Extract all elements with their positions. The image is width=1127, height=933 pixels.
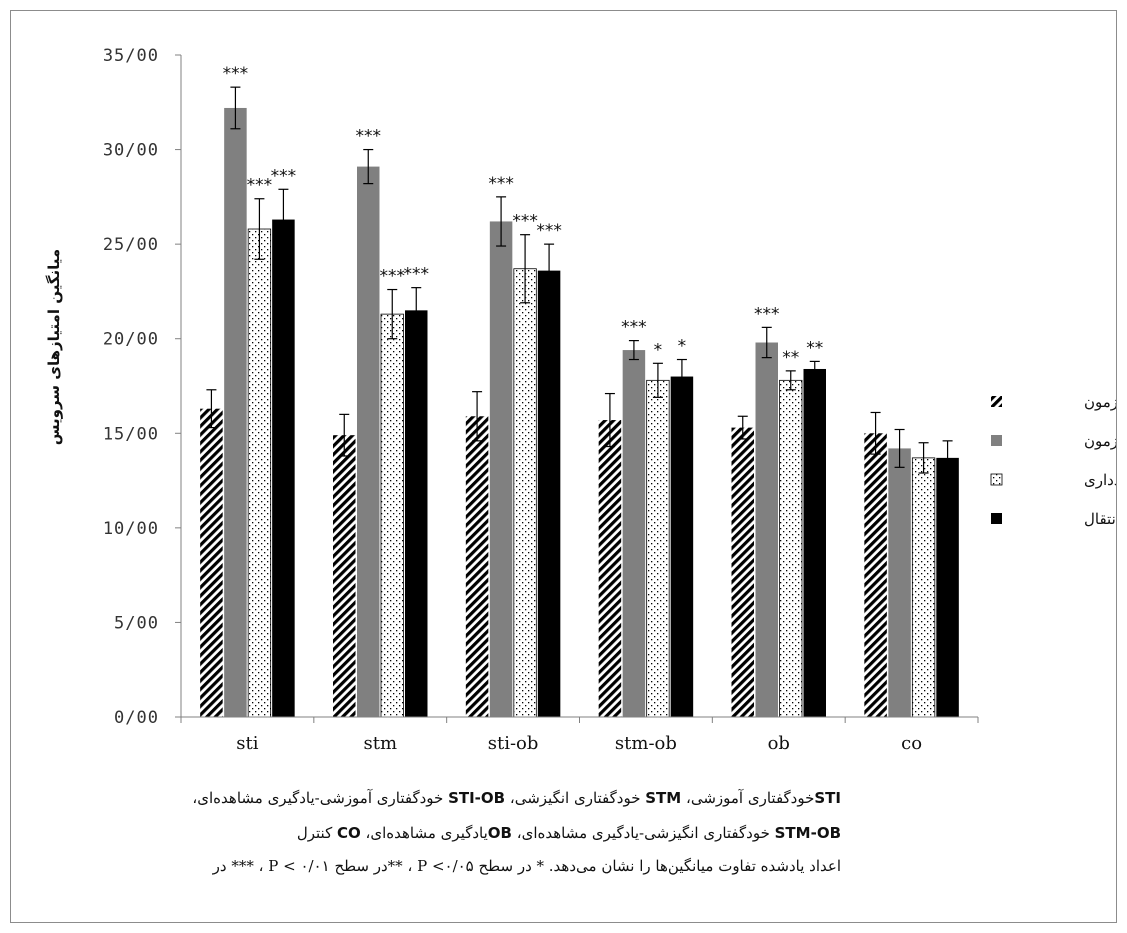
significance-label: *** — [512, 212, 538, 232]
caption-def-sti: خودگفتاری آموزشی، — [681, 789, 815, 807]
bar — [670, 376, 694, 717]
bar — [489, 221, 513, 717]
bar — [888, 448, 911, 717]
bar — [622, 350, 646, 717]
bar — [405, 310, 428, 717]
bar — [646, 379, 670, 718]
x-tick-label: co — [901, 733, 922, 754]
figure-frame: 0/00 5/00 10/00 15/00 20/00 25/00 30/00 35/00 *… — [10, 10, 1117, 923]
significance-label: ** — [782, 348, 799, 368]
bar-chart: 0/00 5/00 10/00 15/00 20/00 25/00 30/00 35/00 *… — [45, 46, 1116, 754]
bar — [380, 313, 404, 718]
legend-label: پس آزمون — [1084, 432, 1116, 450]
caption-def-stm-ob: خودگفتاری انگیزشی-یادگیری مشاهده‌ای، — [511, 824, 775, 842]
bar — [731, 427, 754, 717]
significance-label: *** — [536, 221, 562, 241]
y-tick-label: 10/00 — [103, 519, 159, 539]
bar-series-group — [200, 107, 959, 718]
bar — [803, 368, 826, 717]
x-tick-label: sti-ob — [488, 733, 539, 754]
significance-annotations: ************************* ************ ** — [223, 64, 824, 368]
legend-label: انتقال — [1084, 510, 1116, 528]
legend-swatch — [990, 473, 1003, 486]
bar — [598, 420, 622, 717]
bar — [465, 416, 489, 717]
caption-line-3: اعداد یادشده تفاوت میانگین‌ها را نشان می… — [212, 857, 841, 875]
significance-label: * — [654, 340, 663, 360]
chart-legend: پیش آزمون پس آزمون یادداری انتقال — [990, 393, 1116, 528]
bar — [224, 107, 247, 717]
bar — [936, 457, 959, 717]
bar — [247, 228, 272, 718]
caption-line-1: STIخودگفتاری آموزشی، STM خودگفتاری انگیز… — [192, 789, 841, 807]
significance-label: * — [678, 337, 687, 357]
significance-label: *** — [380, 267, 406, 287]
x-tick-label: stm — [363, 733, 397, 754]
caption-def-sti-ob: خودگفتاری آموزشی-یادگیری مشاهده‌ای، — [192, 789, 449, 807]
bar — [272, 219, 295, 717]
x-tick-label: ob — [768, 733, 790, 754]
y-tick-label: 15/00 — [103, 424, 159, 444]
bar — [333, 435, 356, 717]
caption-abbr-stm: STM — [645, 789, 682, 807]
caption-line-2: STM-OB خودگفتاری انگیزشی-یادگیری مشاهده‌… — [297, 824, 841, 842]
caption-def-stm: خودگفتاری انگیزشی، — [505, 789, 646, 807]
legend-swatch — [991, 435, 1002, 446]
bar — [755, 342, 778, 717]
significance-label: *** — [223, 64, 249, 84]
legend-swatch — [991, 396, 1002, 407]
y-tick-label: 30/00 — [103, 141, 159, 161]
y-tick-label: 35/00 — [103, 46, 159, 66]
caption-def-co: کنترل — [296, 824, 337, 842]
bar — [911, 457, 936, 718]
significance-label: ** — [806, 338, 823, 358]
significance-label: *** — [754, 304, 780, 324]
significance-label: *** — [404, 265, 430, 285]
y-tick-label: 0/00 — [114, 708, 159, 728]
bar — [357, 166, 380, 717]
error-bars-group — [206, 86, 953, 476]
bar — [864, 433, 887, 717]
x-tick-label: sti — [236, 733, 258, 754]
x-axis-labels: sti stm sti-ob stm-ob ob co — [236, 733, 922, 754]
y-axis-title: میانگین امتیازهای سرویس — [45, 249, 63, 445]
y-tick-label: 5/00 — [114, 613, 159, 633]
caption-abbr-sti: STI — [814, 789, 841, 807]
bar — [200, 408, 223, 717]
legend-swatch — [991, 513, 1002, 524]
bar — [779, 379, 803, 718]
bar — [537, 270, 561, 717]
y-axis-ticks: 0/00 5/00 10/00 15/00 20/00 25/00 30/00 35/00 — [103, 46, 181, 728]
significance-label: *** — [356, 127, 382, 147]
significance-label: *** — [247, 176, 273, 196]
significance-label: *** — [488, 174, 514, 194]
bar — [513, 268, 537, 718]
y-tick-label: 25/00 — [103, 235, 159, 255]
y-tick-label: 20/00 — [103, 330, 159, 350]
caption-abbr-sti-ob: STI-OB — [448, 789, 506, 807]
caption-def-ob: یادگیری مشاهده‌ای، — [360, 824, 488, 842]
significance-label: *** — [621, 318, 647, 338]
legend-label: پیش آزمون — [1084, 393, 1116, 411]
caption-abbr-co: CO — [337, 824, 361, 842]
legend-label: یادداری — [1084, 471, 1116, 489]
caption-abbr-stm-ob: STM-OB — [774, 824, 841, 842]
caption-abbr-ob: OB — [487, 824, 512, 842]
x-tick-label: stm-ob — [615, 733, 677, 754]
significance-label: *** — [271, 166, 297, 186]
x-axis-ticks — [180, 717, 979, 723]
